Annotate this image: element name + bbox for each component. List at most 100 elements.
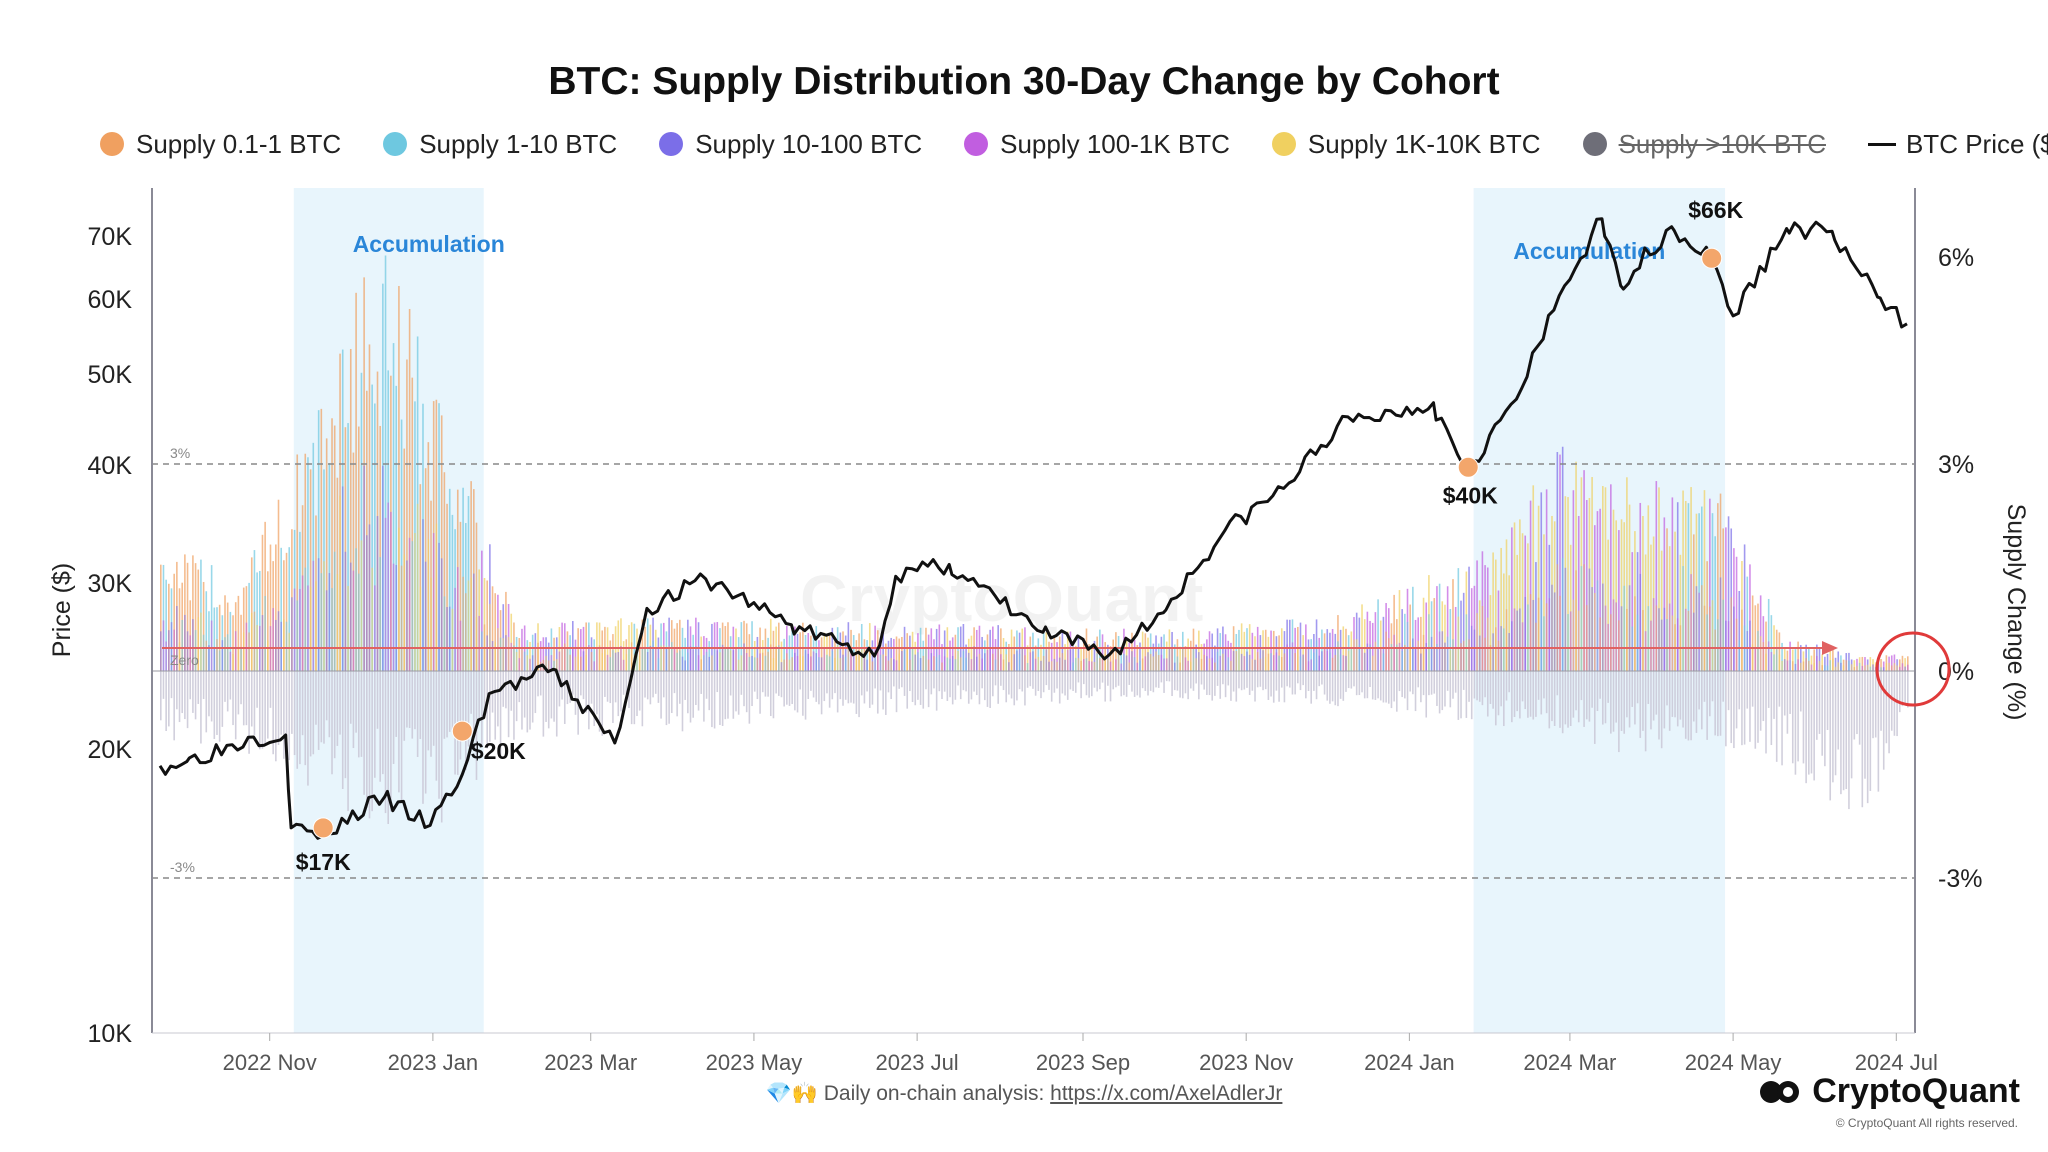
- bar-supply-negative: [826, 671, 828, 694]
- bar-supply-positive: [186, 562, 189, 671]
- bar-supply-negative: [1123, 671, 1125, 696]
- bar-supply-positive: [780, 641, 783, 671]
- bar-supply-positive: [911, 648, 914, 671]
- bar-supply-positive: [1329, 632, 1331, 671]
- bar-supply-positive: [681, 627, 684, 671]
- bar-supply-positive: [775, 646, 777, 671]
- bar-supply-positive: [836, 645, 839, 671]
- bar-supply-positive: [695, 646, 697, 671]
- bar-supply-negative: [1907, 671, 1909, 708]
- legend-item-supply-100-1k[interactable]: Supply 100-1K BTC: [964, 129, 1230, 160]
- legend-item-supply-0-1-1[interactable]: Supply 0.1-1 BTC: [100, 129, 341, 160]
- bar-supply-negative: [1700, 671, 1703, 730]
- bar-supply-positive: [1109, 646, 1112, 671]
- bar-supply-positive: [1024, 627, 1026, 671]
- bar-supply-positive: [309, 586, 312, 671]
- bar-supply-positive: [440, 558, 443, 671]
- bar-supply-positive: [226, 634, 229, 671]
- bar-supply-negative: [1652, 671, 1655, 721]
- bar-supply-positive: [208, 611, 210, 671]
- bar-supply-positive: [312, 560, 315, 671]
- bar-supply-negative: [395, 671, 398, 737]
- bar-supply-negative: [323, 671, 325, 744]
- bar-supply-negative: [1778, 671, 1781, 707]
- bar-supply-negative: [312, 671, 315, 755]
- bar-supply-negative: [935, 671, 938, 711]
- bar-supply-positive: [620, 618, 622, 671]
- bar-supply-negative: [590, 671, 593, 704]
- bar-supply-positive: [922, 640, 925, 671]
- bar-supply-positive: [1227, 657, 1230, 671]
- bar-supply-positive: [1545, 489, 1548, 671]
- bar-supply-positive: [355, 548, 357, 671]
- bar-supply-negative: [1476, 671, 1478, 701]
- bar-supply-negative: [1131, 671, 1133, 692]
- bar-supply-positive: [941, 662, 943, 671]
- footer-link[interactable]: https://x.com/AxelAdlerJr: [1050, 1082, 1283, 1105]
- bar-supply-negative: [1706, 671, 1708, 740]
- bar-supply-negative: [1666, 671, 1668, 706]
- bar-supply-positive: [1824, 665, 1826, 671]
- legend-item-supply-1k-10k[interactable]: Supply 1K-10K BTC: [1271, 129, 1541, 160]
- price-point-marker: [312, 817, 334, 839]
- bar-supply-positive: [1326, 651, 1329, 671]
- bar-supply-positive: [1133, 639, 1136, 671]
- bar-supply-positive: [448, 488, 451, 671]
- bar-supply-positive: [1157, 654, 1160, 671]
- bar-supply-negative: [1537, 671, 1540, 700]
- bar-supply-negative: [1291, 671, 1294, 695]
- bar-supply-positive: [876, 651, 879, 671]
- bar-supply-positive: [1270, 653, 1272, 671]
- bar-supply-positive: [1765, 621, 1767, 671]
- bar-supply-positive: [1655, 481, 1658, 671]
- bar-supply-negative: [553, 671, 555, 722]
- bar-supply-positive: [1246, 628, 1248, 671]
- bar-supply-positive: [1387, 638, 1390, 671]
- bar-supply-positive: [1018, 653, 1021, 671]
- bar-supply-negative: [1543, 671, 1545, 699]
- ref-line-label: 3%: [170, 445, 190, 461]
- bar-supply-negative: [1791, 671, 1794, 764]
- bar-supply-positive: [735, 648, 737, 671]
- bar-supply-positive: [170, 622, 173, 671]
- bar-supply-negative: [1540, 671, 1543, 715]
- bar-supply-positive: [475, 617, 478, 671]
- bar-supply-positive: [1615, 520, 1617, 671]
- bar-supply-positive: [371, 384, 373, 671]
- bar-supply-negative: [989, 671, 991, 708]
- bar-supply-positive: [1481, 606, 1484, 671]
- bar-supply-positive: [1741, 609, 1743, 671]
- legend-item-supply-10-100[interactable]: Supply 10-100 BTC: [659, 129, 922, 160]
- bar-supply-positive: [1446, 636, 1449, 671]
- bar-supply-negative: [1152, 671, 1155, 693]
- bar-supply-positive: [1334, 633, 1337, 671]
- bar-supply-negative: [1329, 671, 1331, 704]
- bar-supply-positive: [756, 636, 759, 671]
- bar-supply-negative: [355, 671, 357, 733]
- bar-supply-negative: [692, 671, 694, 718]
- legend-item-btc-price[interactable]: BTC Price ($): [1867, 129, 2048, 160]
- legend-item-supply-1-10[interactable]: Supply 1-10 BTC: [383, 129, 617, 160]
- bar-supply-positive: [1222, 653, 1224, 671]
- bar-supply-negative: [967, 671, 970, 704]
- bar-supply-negative: [582, 671, 585, 700]
- bar-supply-positive: [719, 628, 721, 671]
- bar-supply-positive: [903, 650, 906, 671]
- bar-supply-negative: [1890, 671, 1893, 731]
- bar-supply-positive: [1216, 651, 1219, 671]
- bar-supply-positive: [850, 653, 852, 671]
- bar-supply-positive: [1808, 660, 1810, 671]
- bar-supply-positive: [802, 622, 804, 671]
- legend-item-supply-10k-plus[interactable]: Supply >10K BTC: [1582, 129, 1826, 160]
- bar-supply-positive: [162, 564, 165, 671]
- bar-supply-negative: [226, 671, 229, 712]
- bar-supply-positive: [1631, 552, 1634, 671]
- bar-supply-negative: [1401, 671, 1403, 698]
- bar-supply-negative: [1663, 671, 1666, 729]
- bar-supply-positive: [176, 606, 178, 671]
- bar-supply-positive: [336, 574, 339, 671]
- bar-supply-positive: [826, 654, 828, 671]
- bar-supply-negative: [871, 671, 874, 705]
- bar-supply-positive: [1559, 595, 1561, 671]
- bar-supply-positive: [1604, 487, 1607, 671]
